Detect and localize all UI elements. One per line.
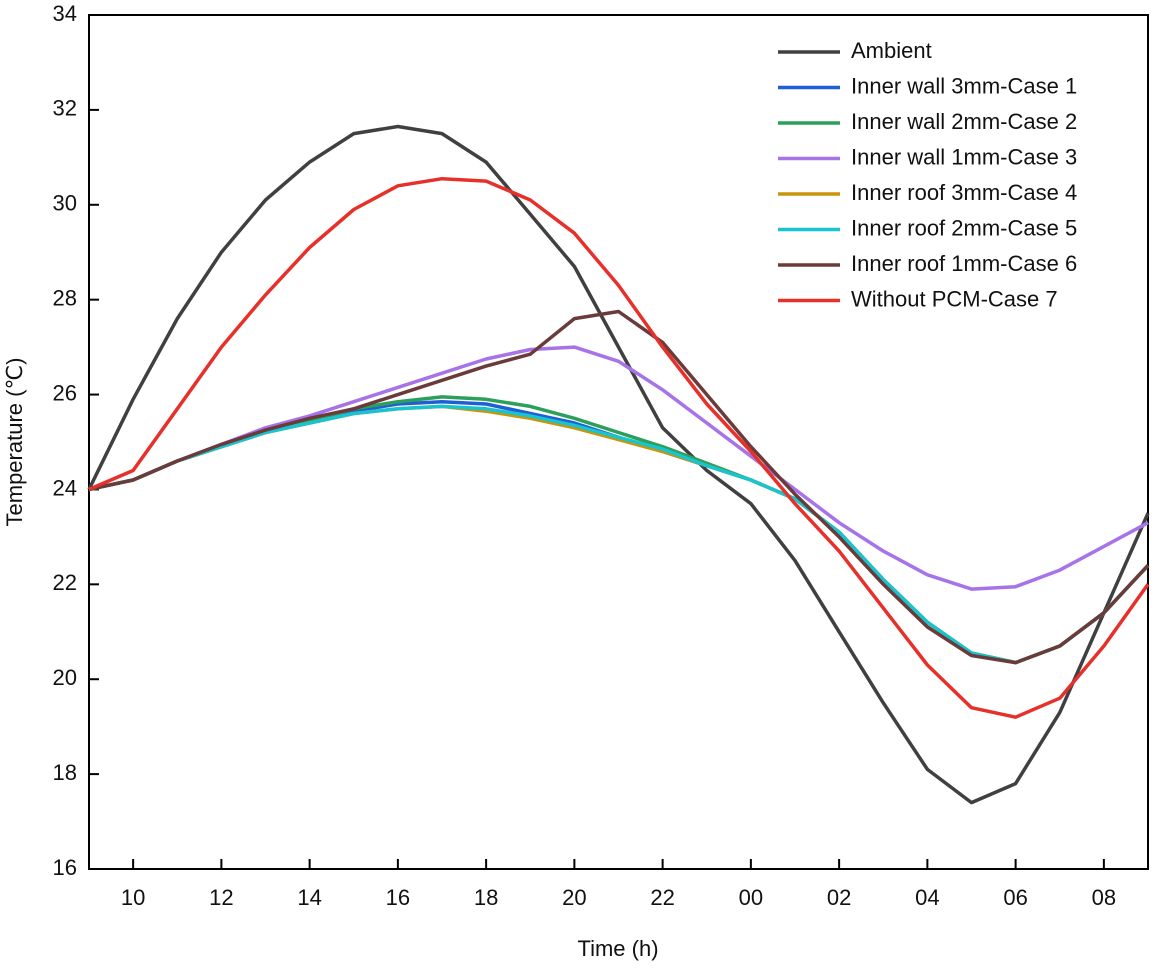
x-tick-label: 06 <box>1003 885 1027 910</box>
x-tick-label: 18 <box>474 885 498 910</box>
legend-label: Inner wall 1mm-Case 3 <box>851 144 1077 169</box>
x-tick-label: 02 <box>827 885 851 910</box>
legend-label: Inner roof 3mm-Case 4 <box>851 180 1077 205</box>
x-tick-label: 16 <box>386 885 410 910</box>
plot-frame <box>88 14 1149 870</box>
y-tick-label: 24 <box>53 475 77 500</box>
series-line <box>88 404 1150 665</box>
series-line <box>87 124 1150 805</box>
legend-label: Inner roof 1mm-Case 6 <box>851 251 1077 276</box>
legend-label: Inner wall 3mm-Case 1 <box>851 73 1077 98</box>
x-tick-label: 08 <box>1092 885 1116 910</box>
y-tick-label: 30 <box>53 191 77 216</box>
y-axis-label: Temperature (℃) <box>2 358 27 527</box>
y-tick-label: 22 <box>53 570 77 595</box>
y-tick-label: 34 <box>53 1 77 26</box>
legend-label: Inner roof 2mm-Case 5 <box>851 215 1077 240</box>
legend-label: Ambient <box>851 38 932 63</box>
x-tick-label: 20 <box>562 885 586 910</box>
x-tick-label: 04 <box>915 885 939 910</box>
x-tick-label: 00 <box>739 885 763 910</box>
x-tick-label: 14 <box>297 885 321 910</box>
y-tick-label: 18 <box>53 760 77 785</box>
series-line <box>88 345 1149 591</box>
series-line <box>88 309 1150 665</box>
y-tick-label: 26 <box>53 380 77 405</box>
x-axis-label: Time (h) <box>577 936 658 961</box>
y-tick-label: 20 <box>53 665 77 690</box>
legend-label: Without PCM-Case 7 <box>851 286 1058 311</box>
y-tick-label: 32 <box>53 96 77 121</box>
series-line <box>88 176 1150 719</box>
legend-label: Inner wall 2mm-Case 2 <box>851 109 1077 134</box>
x-tick-label: 22 <box>650 885 674 910</box>
y-tick-label: 16 <box>53 855 77 880</box>
x-tick-label: 12 <box>209 885 233 910</box>
y-tick-label: 28 <box>53 285 77 310</box>
x-tick-label: 10 <box>121 885 145 910</box>
series-line <box>88 404 1150 665</box>
